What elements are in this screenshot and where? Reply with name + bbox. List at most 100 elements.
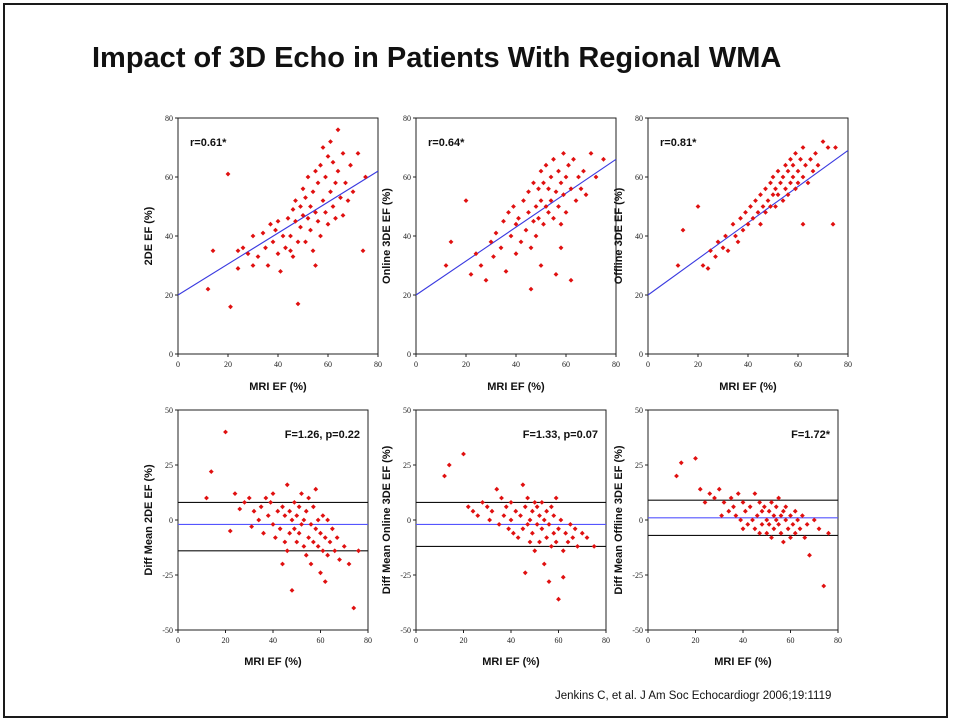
slide-title: Impact of 3D Echo in Patients With Regio… [92,42,782,74]
data-point [803,162,808,168]
data-point [328,189,333,195]
data-point [513,251,519,257]
data-point [567,522,573,527]
data-point [508,233,514,239]
data-point [700,263,706,268]
data-point [284,482,290,488]
data-point [780,539,786,545]
data-point [558,245,564,251]
data-point [788,535,793,540]
data-point [551,156,556,162]
data-point [808,156,813,162]
y-tick-label: 20 [403,291,411,300]
data-point [275,508,281,514]
data-point [544,508,550,514]
data-point [484,504,490,510]
data-point [556,204,561,209]
data-point [783,504,789,510]
x-tick-label: 0 [414,360,418,369]
data-point [273,227,278,233]
data-point [263,245,268,251]
data-point [702,500,708,505]
x-tick-label: 80 [834,636,842,645]
y-tick-label: 25 [635,461,643,470]
data-point [720,245,726,251]
data-point [759,508,765,514]
data-point [680,227,686,233]
data-point [510,530,516,536]
data-point [313,210,318,215]
data-point [788,513,793,518]
data-point [280,504,285,510]
data-point [287,530,293,536]
data-point [541,221,546,227]
data-point [733,233,738,239]
data-point [255,254,261,260]
data-point [583,192,589,198]
data-point [788,156,793,162]
data-point [305,174,311,180]
data-point [826,530,831,536]
data-point [527,539,533,545]
data-point [783,517,789,523]
data-point [785,192,791,198]
citation: Jenkins C, et al. J Am Soc Echocardiogr … [555,690,832,702]
x-tick-label: 60 [794,360,802,369]
data-point [800,221,806,227]
data-point [513,221,519,227]
data-point [773,504,779,510]
data-point [705,266,711,271]
data-point [320,513,326,518]
y-axis-label: Diff Mean Offline 3DE EF (%) [613,445,625,594]
data-point [719,513,725,518]
data-point [525,522,531,527]
data-point [556,168,561,174]
data-point [346,561,352,567]
plot-frame [415,117,617,355]
data-point [745,221,751,227]
data-point [501,513,507,518]
data-point [291,500,297,505]
data-point [325,221,331,227]
data-point [795,180,801,186]
data-point [325,552,331,558]
x-tick-label: 80 [612,360,620,369]
data-point [759,522,765,527]
data-point [310,189,316,195]
data-point [833,145,838,150]
data-point [295,239,301,245]
y-tick-label: 0 [407,516,411,525]
data-point [795,517,801,523]
data-point [508,517,514,523]
data-point [764,530,770,536]
stat-annotation: F=1.33, p=0.07 [523,429,598,441]
data-point [763,210,768,215]
data-point [284,548,290,554]
chart-diff-mean-offline-3de-ef: 0 20 40 60 80 -50 -25 0 25 50 MRI EF (%) Diff Mean … [613,406,842,668]
data-point [328,139,333,144]
data-point [443,263,449,268]
data-point [539,500,545,505]
data-point [755,210,761,215]
chart-diff-mean-2de-ef: 0 20 40 60 80 -50 -25 0 25 50 MRI EF (%) Diff Mean … [143,406,372,668]
data-point [807,552,812,558]
data-point [503,504,509,510]
data-point [442,473,447,479]
stat-annotation: F=1.26, p=0.22 [285,429,360,441]
data-point [225,171,231,177]
data-point [278,269,283,274]
data-point [299,491,304,496]
data-point [470,508,476,514]
data-point [489,508,495,514]
data-point [491,254,496,260]
data-point [558,517,564,523]
data-point [483,277,489,283]
data-point [753,198,758,203]
data-point [770,192,776,198]
data-point [793,186,798,192]
data-point [295,301,301,307]
data-point [792,530,798,536]
data-point [820,139,826,144]
data-point [728,495,734,501]
data-point [227,528,233,534]
